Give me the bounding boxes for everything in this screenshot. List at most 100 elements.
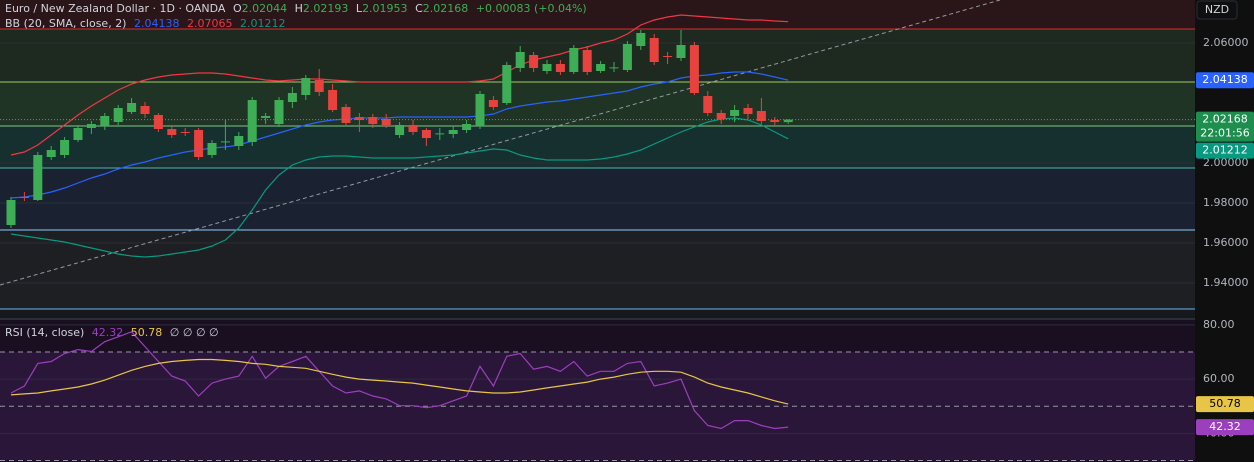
bb-lower-tag-bg — [1196, 142, 1254, 159]
bb-basis-tag-bg — [1196, 72, 1254, 89]
ohlc-label: C — [415, 2, 423, 15]
candle-body — [207, 143, 217, 155]
candle-body — [140, 106, 150, 114]
bb-line — [10, 117, 789, 258]
candle-body — [435, 133, 445, 135]
candle-body — [569, 48, 579, 72]
price-axis: 1.94000 1.96000 1.98000 2.00000 2.06000 NZD 2.… — [1196, 0, 1254, 439]
rsi-legend: RSI (14, close) 42.32 50.78 ∅ ∅ ∅ ∅ — [5, 326, 223, 340]
y-tick-label: 1.94000 — [1203, 276, 1249, 289]
y-tick-label: 2.06000 — [1203, 36, 1249, 49]
candle-body — [274, 100, 284, 124]
currency: NZD — [1205, 3, 1229, 16]
bb-title: BB (20, SMA, close, 2) — [5, 17, 127, 30]
candle-body — [153, 115, 163, 129]
currency-box — [1196, 0, 1238, 20]
ohlc-value: 2.02193 — [302, 2, 349, 15]
candle-body — [663, 56, 673, 57]
candle-body — [529, 55, 539, 68]
rsi-ma-tag: 50.78 — [1209, 397, 1241, 410]
trend-line — [0, 0, 1001, 286]
ohlc-label: L — [355, 2, 363, 15]
candle-body — [649, 38, 659, 62]
candle-body — [703, 96, 713, 113]
candle-body — [328, 90, 338, 110]
candle-body — [301, 78, 311, 95]
rsi-value: 42.32 — [91, 326, 124, 339]
candle-body — [730, 110, 740, 116]
bb-line — [10, 71, 789, 199]
candle-body — [542, 64, 552, 71]
zone — [0, 168, 1195, 230]
candle-body — [19, 197, 29, 198]
candle-body — [314, 80, 324, 92]
candle-body — [502, 65, 512, 103]
candle-body — [100, 116, 110, 126]
zone — [0, 0, 1195, 29]
bb-lower-value: 2.01212 — [239, 17, 286, 30]
y-tick-label: 60.00 — [1203, 372, 1235, 385]
zone — [0, 126, 1195, 168]
ohlc-value: 2.01953 — [362, 2, 408, 15]
candle-body — [234, 136, 244, 146]
ohlc-value: 2.02168 — [422, 2, 469, 15]
candle-body — [194, 130, 204, 157]
candle-body — [676, 45, 686, 58]
bb-upper-value: 2.07065 — [186, 17, 233, 30]
candle-body — [515, 52, 525, 68]
ohlc-label: O — [232, 2, 242, 15]
y-tick-label: 1.98000 — [1203, 196, 1249, 209]
candle-body — [220, 141, 230, 143]
candle-body — [448, 130, 458, 134]
rsi-line — [10, 358, 789, 405]
ohlc-value: 2.02044 — [241, 2, 288, 15]
candle-body — [247, 100, 257, 142]
candle-body — [127, 103, 137, 112]
rsi-line — [10, 331, 789, 430]
rsi-extra: ∅ ∅ ∅ ∅ — [169, 326, 219, 339]
candle-body — [395, 125, 405, 135]
bb-lower-tag: 2.01212 — [1202, 144, 1248, 157]
candle-body — [6, 200, 16, 225]
y-tick-label: 2.00000 — [1203, 156, 1249, 169]
candle-body — [756, 111, 766, 121]
candle-body — [46, 150, 56, 157]
candle-body — [60, 140, 70, 155]
candle-body — [555, 64, 565, 72]
candle-body — [408, 125, 418, 132]
change: +0.00083 (+0.04%) — [475, 2, 587, 15]
candle-body — [287, 93, 297, 102]
rsi-pane — [0, 324, 1195, 462]
rsi-ma-tag-bg — [1196, 396, 1254, 413]
candle-body — [180, 132, 190, 133]
last-price-tag-bg — [1196, 111, 1254, 142]
candle-body — [261, 116, 271, 118]
zone — [0, 230, 1195, 309]
rsi-tag-bg — [1196, 419, 1254, 436]
candle-body — [341, 107, 351, 123]
candle-body — [716, 113, 726, 119]
bb-line — [10, 14, 789, 156]
candle-body — [636, 33, 646, 46]
candle-body — [86, 124, 96, 128]
candle-body — [462, 124, 472, 130]
symbol-title: Euro / New Zealand Dollar · 1D · OANDA — [5, 2, 226, 15]
y-tick-label: 1.96000 — [1203, 236, 1249, 249]
candle-body — [609, 67, 619, 69]
candle-body — [770, 120, 780, 122]
rsi-title: RSI (14, close) — [5, 326, 85, 339]
candle-body — [596, 64, 606, 71]
symbol-legend: Euro / New Zealand Dollar · 1D · OANDA O… — [5, 2, 591, 16]
candle-body — [73, 128, 83, 140]
candle-body — [421, 130, 431, 138]
candle-body — [689, 45, 699, 93]
price-axis-bg — [1195, 0, 1254, 462]
candle-body — [33, 155, 43, 200]
rsi-ma-value: 50.78 — [130, 326, 163, 339]
bb-basis-value: 2.04138 — [133, 17, 180, 30]
candle-body — [582, 50, 592, 72]
bb-basis-tag: 2.04138 — [1202, 73, 1248, 86]
countdown: 22:01:56 — [1200, 127, 1249, 140]
